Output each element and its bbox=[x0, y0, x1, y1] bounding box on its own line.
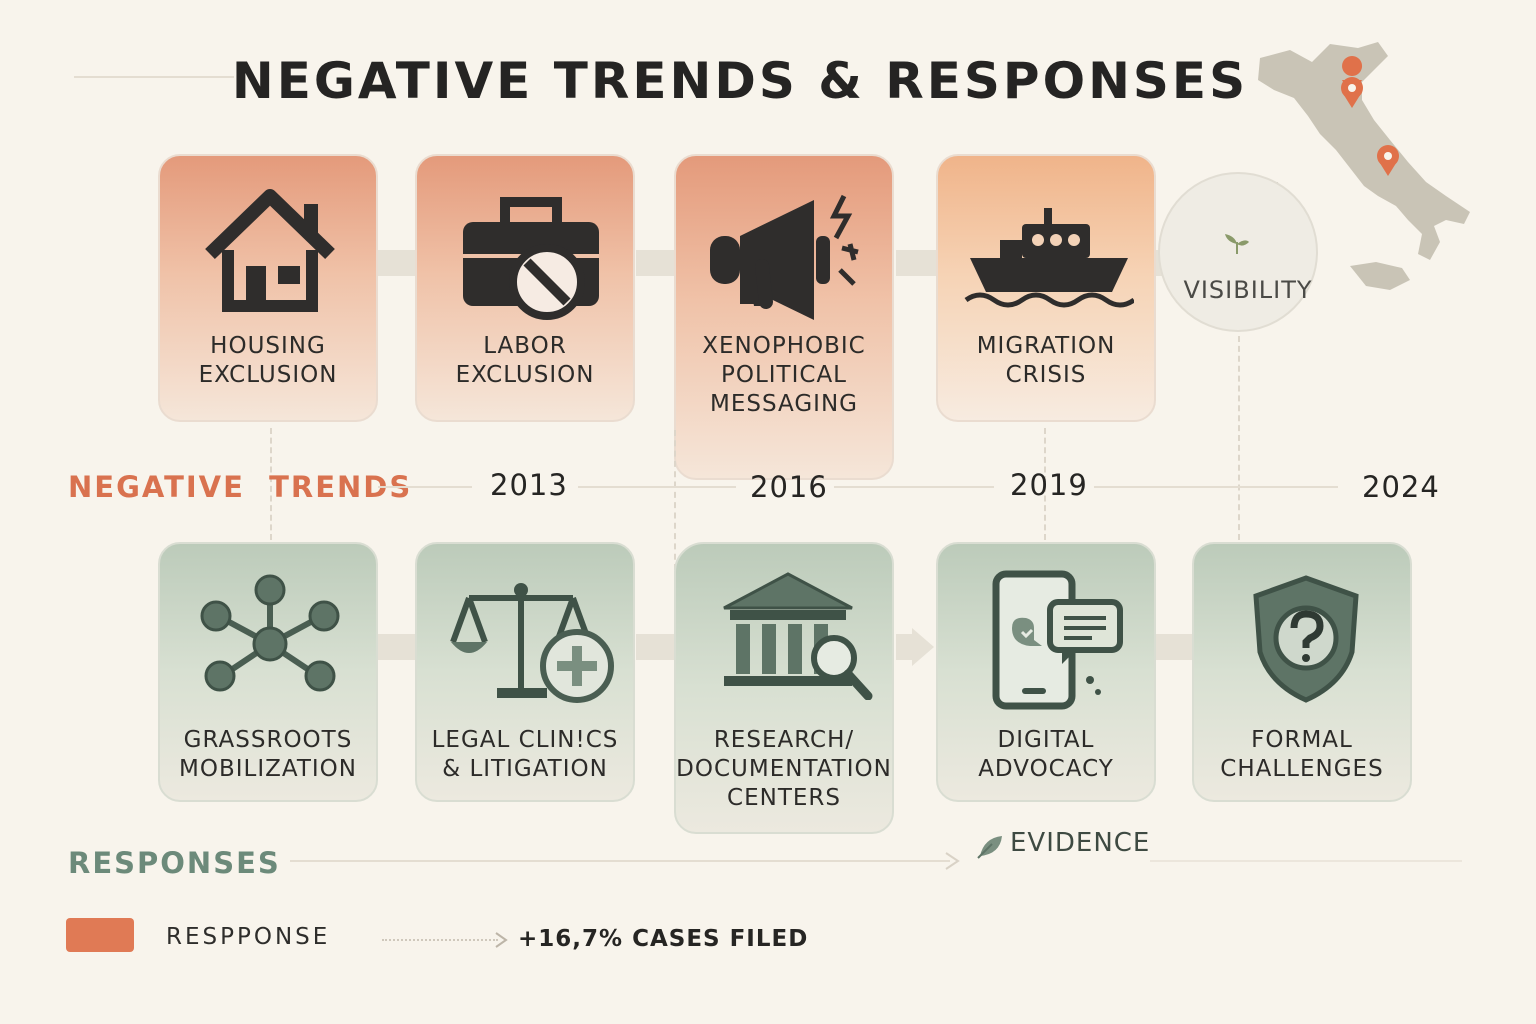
trend-card-labor[interactable]: LABOR EXCLUSION bbox=[415, 154, 635, 422]
guide-line bbox=[270, 428, 272, 540]
legend-stat: +16,7% CASES FILED bbox=[518, 926, 809, 952]
sprout-icon bbox=[1225, 234, 1249, 254]
response-label: LEGAL CLIN!CS & LITIGATION bbox=[431, 727, 619, 782]
scales-plus-icon bbox=[450, 583, 614, 703]
page-title: NEGATIVE TRENDS & RESPONSES bbox=[231, 52, 1249, 110]
arrow-right-icon bbox=[945, 852, 960, 870]
response-card-legal[interactable]: LEGAL CLIN!CS & LITIGATION bbox=[415, 542, 635, 802]
response-label: DIGITAL ADVOCACY bbox=[978, 727, 1114, 782]
visibility-label: VISIBILITY bbox=[1183, 276, 1313, 304]
response-card-formal[interactable]: FORMAL CHALLENGES bbox=[1192, 542, 1412, 802]
briefcase-blocked-icon bbox=[463, 197, 599, 320]
responses-timeline bbox=[290, 860, 950, 862]
arrow-right-icon bbox=[912, 628, 934, 666]
institution-search-icon bbox=[723, 572, 873, 700]
connector-top-2 bbox=[636, 250, 674, 276]
network-icon bbox=[200, 574, 340, 692]
evidence-label: EVIDENCE bbox=[1010, 828, 1151, 858]
legend-dotted-line bbox=[382, 939, 498, 941]
year-label: 2013 bbox=[490, 468, 568, 502]
legend-swatch-label: RESPPONSE bbox=[166, 924, 331, 950]
trend-card-housing[interactable]: HOUSING EXCLUSION bbox=[158, 154, 378, 422]
responses-label: RESPONSES bbox=[68, 846, 281, 880]
trend-card-migration[interactable]: MIGRATION CRISIS bbox=[936, 154, 1156, 422]
connector-bottom-1 bbox=[378, 634, 416, 660]
connector-bottom-4 bbox=[1156, 634, 1192, 660]
connector-top-3 bbox=[896, 250, 936, 276]
trend-label: XENOPHOBIC POLITICAL MESSAGING bbox=[702, 333, 866, 417]
trend-label: HOUSING EXCLUSION bbox=[198, 333, 338, 388]
response-label: GRASSROOTS MOBILIZATION bbox=[179, 727, 357, 782]
italy-map-icon bbox=[1258, 42, 1470, 290]
response-label: FORMAL CHALLENGES bbox=[1220, 727, 1384, 782]
negative-trends-label: NEGATIVE TRENDS bbox=[68, 470, 413, 504]
phone-chat-icon bbox=[992, 570, 1123, 710]
legend-swatch bbox=[66, 918, 134, 952]
responses-timeline-end bbox=[1150, 860, 1462, 862]
arrow-right-icon bbox=[495, 932, 508, 948]
guide-line bbox=[1044, 428, 1046, 540]
megaphone-icon bbox=[710, 194, 859, 320]
title-rule-left bbox=[74, 76, 234, 78]
ship-icon bbox=[964, 208, 1134, 308]
connector-bottom-3 bbox=[896, 634, 914, 660]
guide-line bbox=[674, 430, 676, 570]
year-label: 2016 bbox=[750, 470, 828, 504]
year-label: 2024 bbox=[1362, 470, 1440, 504]
map-pin-south bbox=[1377, 145, 1399, 176]
response-card-grassroots[interactable]: GRASSROOTS MOBILIZATION bbox=[158, 542, 378, 802]
timeline-segment bbox=[578, 486, 736, 488]
guide-line bbox=[1238, 336, 1240, 540]
response-label: RESEARCH/ DOCUMENTATION CENTERS bbox=[676, 727, 892, 811]
year-label: 2019 bbox=[1010, 468, 1088, 502]
house-icon bbox=[205, 189, 335, 312]
response-card-research[interactable]: RESEARCH/ DOCUMENTATION CENTERS bbox=[674, 542, 894, 834]
trend-label: MIGRATION CRISIS bbox=[976, 333, 1116, 388]
trend-label: LABOR EXCLUSION bbox=[455, 333, 595, 388]
map-pin-north bbox=[1341, 56, 1363, 108]
shield-question-icon bbox=[1253, 575, 1359, 703]
trend-card-xenophobic[interactable]: XENOPHOBIC POLITICAL MESSAGING bbox=[674, 154, 894, 480]
connector-top-1 bbox=[378, 250, 416, 276]
timeline-segment bbox=[1094, 486, 1338, 488]
timeline-segment bbox=[834, 486, 994, 488]
leaf-icon bbox=[977, 836, 1002, 859]
timeline-segment bbox=[378, 486, 472, 488]
response-card-digital[interactable]: DIGITAL ADVOCACY bbox=[936, 542, 1156, 802]
connector-bottom-2 bbox=[636, 634, 674, 660]
